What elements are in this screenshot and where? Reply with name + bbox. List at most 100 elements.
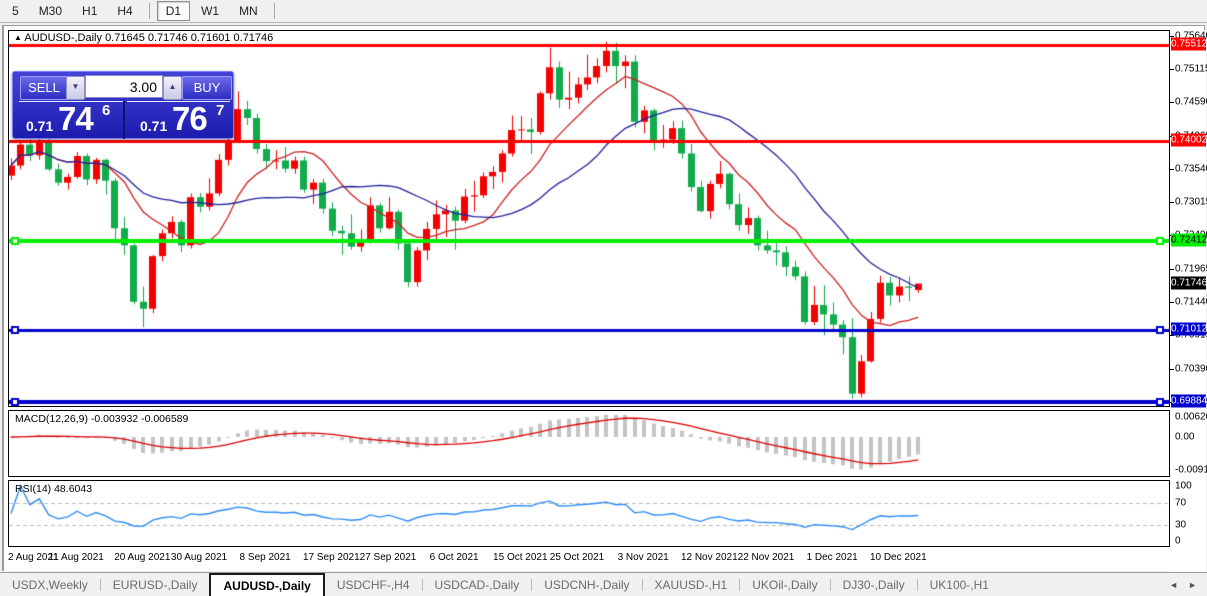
triangle-down-icon: ▼ <box>71 82 80 91</box>
buy-button[interactable]: BUY <box>182 76 232 100</box>
buy-price-display[interactable]: 0.71 76 7 <box>126 100 234 139</box>
price-tick-mark <box>1170 268 1174 270</box>
macd-tick-label: 0.006201 <box>1175 411 1207 423</box>
tab-separator <box>641 579 643 591</box>
tab-audusd-daily[interactable]: AUDUSD-,Daily <box>209 573 325 596</box>
tab-eurusd-daily[interactable]: EURUSD-,Daily <box>112 578 198 592</box>
tab-scroll-right-icon[interactable]: ► <box>1188 580 1197 590</box>
buy-price-main: 76 <box>172 100 208 137</box>
chart-title: ▲ AUDUSD-,Daily 0.71645 0.71746 0.71601 … <box>14 32 273 44</box>
tab-scroll-left-icon[interactable]: ◄ <box>1169 580 1179 590</box>
buy-price-prefix: 0.71 <box>140 118 168 134</box>
date-label: 25 Oct 2021 <box>549 552 605 563</box>
tab-separator <box>421 579 423 591</box>
price-tick-label: 0.71965 <box>1175 263 1207 275</box>
price-tick-mark <box>1170 368 1174 370</box>
tab-usdchf-h4[interactable]: USDCHF-,H4 <box>336 578 410 592</box>
rsi-tick-label: 30 <box>1175 519 1187 530</box>
tab-separator <box>739 579 741 591</box>
date-label: 15 Oct 2021 <box>493 552 548 563</box>
toolbar-separator <box>148 3 150 19</box>
tab-separator <box>829 579 831 591</box>
current-price-badge: 0.71746 <box>1171 276 1207 290</box>
one-click-trading-panel: SELL ▼ ▲ BUY 0.71 74 6 0.71 76 7 <box>12 71 234 139</box>
price-tick-mark <box>1170 302 1174 304</box>
chart-window: ▲ AUDUSD-,Daily 0.71645 0.71746 0.71601 … <box>2 25 1207 572</box>
tab-uk100-h1[interactable]: UK100-,H1 <box>929 578 989 592</box>
macd-canvas[interactable] <box>9 411 1169 476</box>
tab-usdcad-daily[interactable]: USDCAD-,Daily <box>434 578 520 592</box>
level-badge-0.74002: 0.74002 <box>1171 133 1207 147</box>
date-label: 27 Sep 2021 <box>359 552 417 563</box>
macd-tick-label: -0.00919 <box>1175 464 1207 476</box>
level-badge-0.75512: 0.75512 <box>1171 37 1207 51</box>
date-label: 22 Nov 2021 <box>737 552 795 563</box>
sell-button[interactable]: SELL <box>20 76 68 100</box>
date-label: 20 Aug 2021 <box>114 552 171 563</box>
macd-tick-label: 0.00 <box>1175 431 1195 443</box>
sell-price-main: 74 <box>58 100 94 137</box>
timeframe-button-w1[interactable]: W1 <box>201 4 220 18</box>
tab-separator <box>531 579 533 591</box>
price-tick-mark <box>1170 69 1174 71</box>
price-tick-mark <box>1170 168 1174 170</box>
tab-ukoil-daily[interactable]: UKOil-,Daily <box>752 578 818 592</box>
chart-title-symbol: AUDUSD-,Daily <box>24 32 102 44</box>
timeframe-button-d1[interactable]: D1 <box>156 1 191 21</box>
price-tick-mark <box>1170 102 1174 104</box>
timeframe-button-h1[interactable]: H1 <box>82 4 98 18</box>
macd-label: MACD(12,26,9) -0.003932 -0.006589 <box>15 413 189 425</box>
chart-title-ohlc: 0.71645 0.71746 0.71601 0.71746 <box>105 32 274 44</box>
tab-dj30-daily[interactable]: DJ30-,Daily <box>842 578 905 592</box>
volume-input[interactable] <box>86 76 162 97</box>
rsi-tick-label: 100 <box>1175 480 1192 492</box>
macd-pane[interactable] <box>8 410 1170 477</box>
sell-price-display[interactable]: 0.71 74 6 <box>14 100 122 139</box>
timeframe-button-h4[interactable]: H4 <box>117 4 133 18</box>
tab-scroll-controls: ◄ ► <box>1169 573 1207 596</box>
timeframe-button-5[interactable]: 5 <box>12 4 19 18</box>
date-label: 1 Dec 2021 <box>806 552 858 563</box>
volume-decrease-button[interactable]: ▼ <box>66 76 85 100</box>
price-tick-mark <box>1170 202 1174 204</box>
timeframe-button-mn[interactable]: MN <box>239 4 258 18</box>
triangle-up-icon: ▲ <box>168 82 177 91</box>
rsi-pane[interactable] <box>8 480 1170 547</box>
price-tick-mark <box>1170 35 1174 37</box>
sell-underline <box>19 101 123 102</box>
date-label: 2 Aug 2021 <box>8 552 59 563</box>
timeframe-button-m30[interactable]: M30 <box>38 4 63 18</box>
rsi-tick-label: 70 <box>1175 497 1187 508</box>
rsi-label: RSI(14) 48.6043 <box>15 483 93 495</box>
chart-tab-bar: USDX,Weekly EURUSD-,Daily AUDUSD-,Daily USD… <box>0 572 1207 596</box>
level-badge-0.72412: 0.72412 <box>1171 233 1207 247</box>
rsi-canvas[interactable] <box>9 481 1169 546</box>
panel-divider <box>123 101 125 139</box>
tab-xauusd-h1[interactable]: XAUUSD-,H1 <box>654 578 728 592</box>
date-label: 6 Oct 2021 <box>429 552 479 563</box>
buy-price-pip: 7 <box>216 102 225 119</box>
date-label: 30 Aug 2021 <box>170 552 228 563</box>
date-label: 3 Nov 2021 <box>617 552 669 563</box>
volume-box <box>85 75 163 98</box>
date-label: 10 Dec 2021 <box>869 552 927 563</box>
date-label: 8 Sep 2021 <box>239 552 291 563</box>
date-label: 12 Nov 2021 <box>680 552 738 563</box>
volume-increase-button[interactable]: ▲ <box>163 76 182 100</box>
level-badge-0.69884: 0.69884 <box>1171 394 1207 408</box>
tab-separator <box>99 579 101 591</box>
date-label: 11 Aug 2021 <box>48 552 104 563</box>
price-tick-label: 0.73015 <box>1175 196 1207 208</box>
price-axis[interactable]: 0.756400.751150.745900.740650.735400.730… <box>1170 30 1207 572</box>
tab-usdx-weekly[interactable]: USDX,Weekly <box>12 578 88 592</box>
time-axis[interactable]: 2 Aug 2021 11 Aug 2021 20 Aug 2021 30 Aug 2… <box>8 549 1170 569</box>
level-badge-0.71012: 0.71012 <box>1171 322 1207 336</box>
timeframe-toolbar: 5 M30 H1 H4 D1 W1 MN <box>0 0 1207 23</box>
collapse-triangle-icon[interactable]: ▲ <box>14 33 22 42</box>
buy-underline <box>127 101 230 102</box>
tab-usdcnh-daily[interactable]: USDCNH-,Daily <box>544 578 630 592</box>
